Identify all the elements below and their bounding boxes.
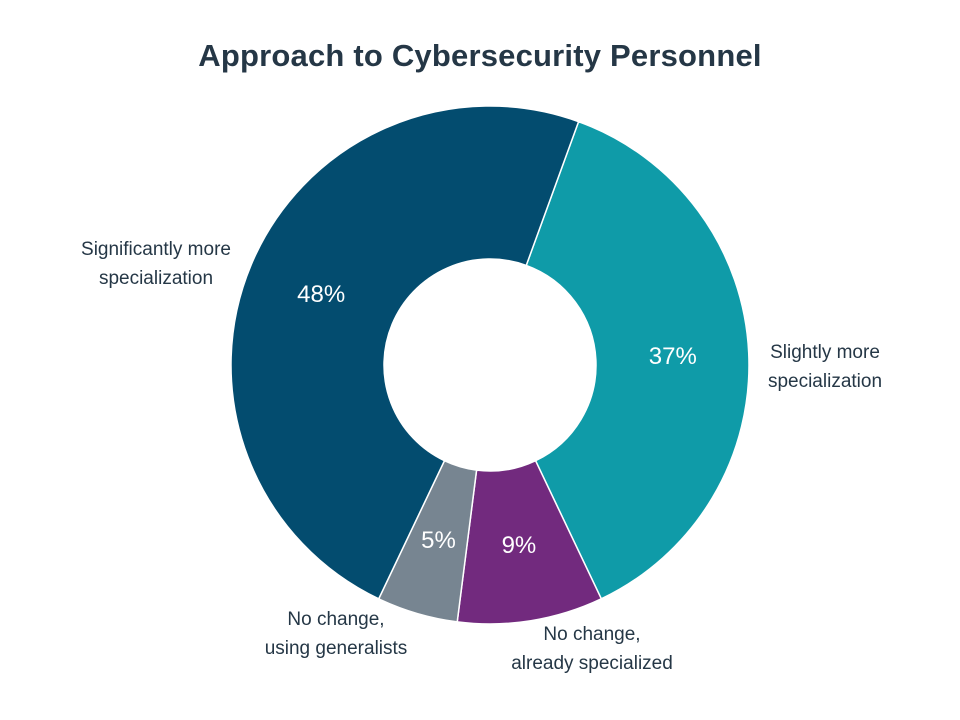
data-label-5-percent: 5% bbox=[421, 527, 456, 554]
data-label-9-percent: 9% bbox=[502, 532, 537, 559]
label-line: Significantly more bbox=[81, 239, 231, 260]
slice-label-no-change-using-generalists: No change, using generalists bbox=[238, 605, 434, 663]
donut-slice-slightly-more-specialization bbox=[525, 120, 750, 600]
label-line: No change, bbox=[543, 624, 641, 645]
label-line: already specialized bbox=[511, 653, 673, 674]
chart-title: Approach to Cybersecurity Personnel bbox=[198, 38, 762, 73]
label-line: No change, bbox=[287, 609, 385, 630]
label-line: specialization bbox=[767, 371, 883, 392]
slice-label-slightly-more-specialization: Slightly more specialization bbox=[745, 338, 905, 396]
donut-slice-significantly-more-specialization bbox=[230, 105, 580, 600]
data-label-37-percent: 37% bbox=[649, 343, 697, 370]
label-line: specialization bbox=[98, 268, 214, 289]
label-line: using generalists bbox=[264, 638, 408, 659]
slice-label-no-change-already-specialized: No change, already specialized bbox=[487, 620, 697, 678]
label-line: Slightly more bbox=[770, 342, 880, 363]
donut-slices bbox=[230, 105, 750, 625]
slice-label-significantly-more-specialization: Significantly more specialization bbox=[58, 235, 254, 293]
data-label-48-percent: 48% bbox=[297, 281, 345, 308]
percentage-labels: 37% 9% 5% 48% bbox=[297, 281, 697, 559]
